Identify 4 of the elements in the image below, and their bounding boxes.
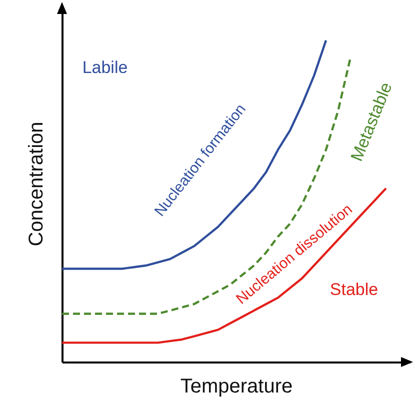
annotation: Labile bbox=[82, 58, 128, 77]
x-axis-title: Temperature bbox=[180, 376, 293, 398]
annotation: Stable bbox=[330, 280, 378, 299]
y-axis-title: Concentration bbox=[26, 122, 48, 246]
